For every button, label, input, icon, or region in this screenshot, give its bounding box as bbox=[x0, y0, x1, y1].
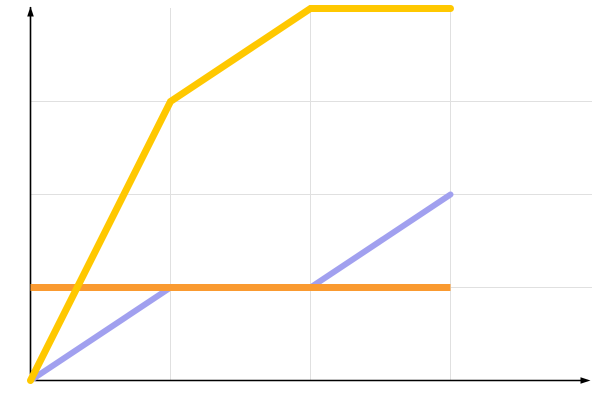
series-gold-line bbox=[27, 5, 454, 384]
x-axis-arrowhead bbox=[580, 377, 591, 384]
y-axis-arrowhead bbox=[27, 6, 34, 17]
